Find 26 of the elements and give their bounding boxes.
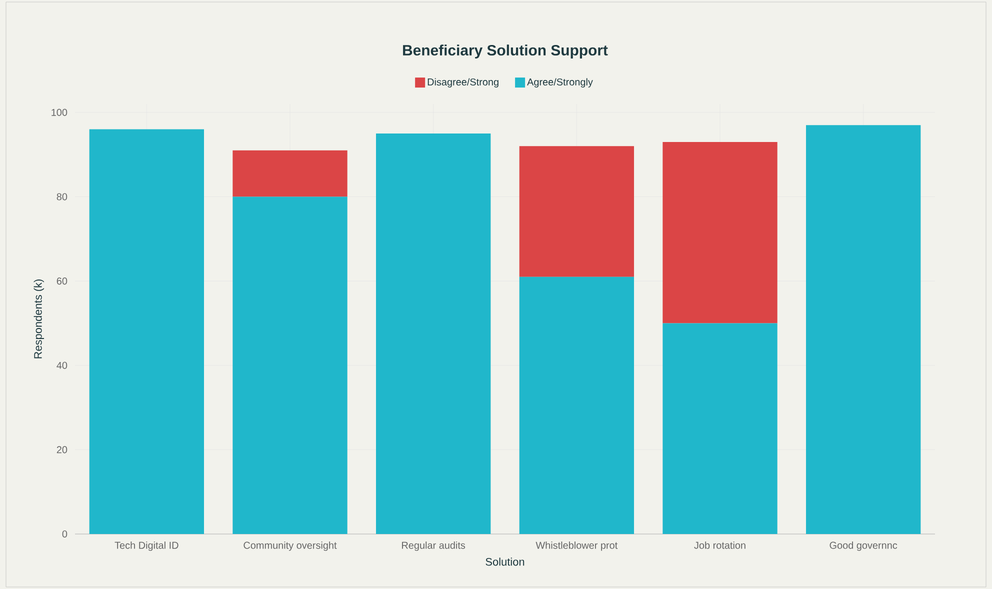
x-tick-label: Community oversight [244, 542, 337, 551]
x-tick-label: Good governnc [830, 542, 898, 551]
y-tick-label: 60 [56, 278, 68, 285]
y-tick-label: 100 [52, 108, 68, 116]
y-tick-label: 0 [62, 530, 68, 538]
bar [519, 146, 634, 277]
x-tick-label: Tech Digital ID [114, 542, 178, 551]
bar [662, 323, 778, 534]
y-axis-title: Respondents (k) [34, 279, 44, 358]
x-tick-label: Regular audits [402, 542, 466, 551]
bar [232, 196, 348, 534]
bar [662, 142, 778, 324]
y-tick-label: 20 [56, 446, 68, 454]
bar [89, 129, 204, 534]
bar [519, 276, 634, 534]
legend-label: Disagree/Strong [428, 78, 498, 88]
x-axis-title: Solution [486, 558, 524, 566]
y-tick-label: 40 [56, 362, 68, 369]
legend-label: Agree/Strongly [527, 78, 593, 88]
bar [232, 150, 348, 197]
chart-title: Beneficiary Solution Support [403, 44, 608, 58]
bar [376, 134, 491, 534]
x-tick-label: Whistleblower prot [536, 542, 618, 551]
x-tick-label: Job rotation [694, 542, 746, 549]
y-tick-label: 80 [56, 193, 68, 200]
bar [806, 125, 921, 534]
